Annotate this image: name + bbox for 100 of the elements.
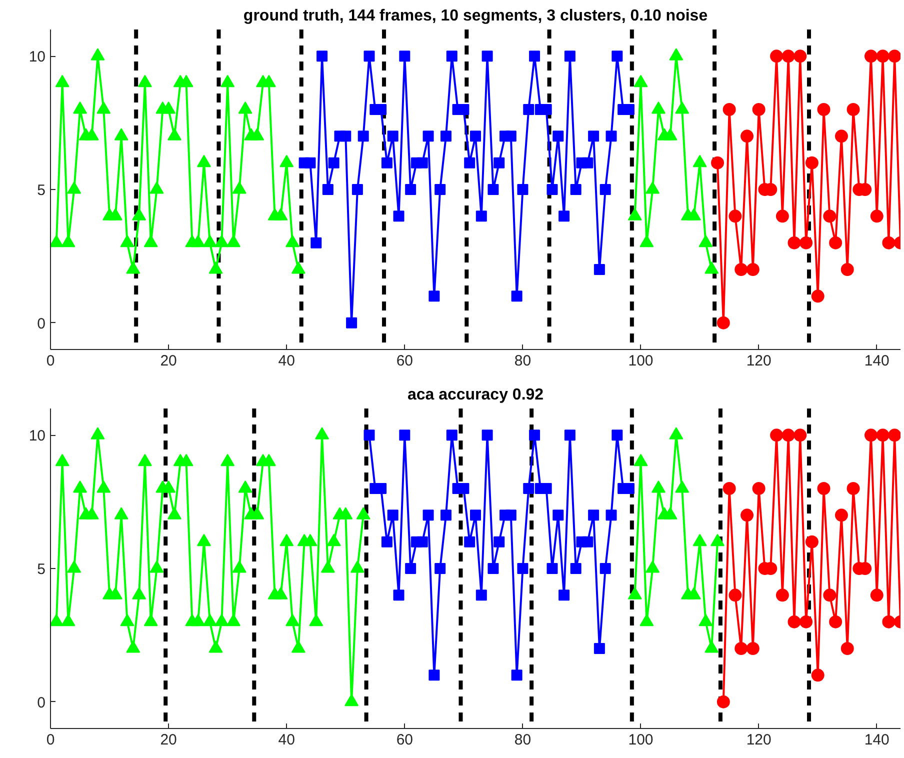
point: [310, 237, 322, 248]
point: [558, 590, 570, 601]
point: [722, 103, 736, 116]
point: [698, 614, 713, 626]
point: [800, 615, 813, 628]
point: [304, 157, 316, 168]
point: [405, 184, 416, 195]
point: [794, 428, 807, 442]
point: [416, 536, 428, 548]
point: [606, 510, 617, 521]
point: [350, 560, 364, 573]
point: [640, 614, 654, 626]
point: [740, 508, 754, 522]
point: [328, 157, 340, 168]
x-tick-label: 120: [746, 352, 772, 370]
point: [250, 507, 264, 520]
point: [344, 694, 359, 706]
point: [823, 588, 836, 602]
y-tick-label: 10: [28, 48, 46, 66]
point: [464, 157, 476, 168]
point: [422, 130, 434, 142]
point: [582, 157, 594, 168]
point: [322, 184, 334, 195]
point: [846, 482, 860, 495]
point: [470, 510, 481, 521]
point: [434, 563, 446, 574]
point: [67, 560, 82, 573]
x-tick-label: 120: [746, 732, 772, 748]
point: [546, 184, 558, 195]
point: [800, 236, 813, 250]
point: [108, 587, 122, 600]
point: [646, 560, 660, 573]
point: [811, 290, 824, 303]
point: [523, 104, 534, 115]
point: [511, 290, 522, 302]
x-tick-label: 80: [514, 352, 532, 370]
point: [440, 130, 452, 142]
point: [303, 534, 318, 546]
point: [870, 588, 884, 602]
y-tick-label: 5: [37, 182, 46, 199]
point: [770, 428, 784, 442]
point: [564, 430, 576, 441]
point: [399, 50, 410, 62]
point: [776, 210, 789, 223]
point: [381, 536, 392, 548]
point: [120, 614, 134, 626]
point: [476, 590, 487, 601]
point: [476, 210, 487, 222]
point: [387, 510, 398, 521]
x-tick-label: 20: [160, 352, 177, 370]
point: [494, 157, 505, 168]
point: [523, 483, 534, 494]
point: [794, 50, 807, 63]
point: [529, 430, 540, 441]
x-tick-label: 140: [864, 732, 890, 748]
point: [600, 184, 611, 195]
point: [191, 614, 206, 626]
point: [286, 614, 300, 626]
point: [84, 507, 99, 520]
point: [840, 263, 854, 276]
point: [552, 130, 564, 142]
point: [50, 614, 64, 626]
point: [864, 428, 878, 442]
point: [346, 317, 358, 328]
chart-title: ground truth, 144 frames, 10 segments, 3 clusters, 0.10 noise: [243, 8, 708, 24]
point: [316, 50, 328, 62]
point: [782, 50, 795, 63]
point: [600, 563, 611, 574]
point: [464, 536, 476, 548]
point: [570, 184, 582, 195]
point: [387, 130, 398, 142]
point: [214, 614, 229, 626]
point: [482, 430, 493, 441]
x-tick-label: 40: [278, 352, 295, 370]
point: [393, 590, 404, 601]
point: [663, 507, 678, 520]
point: [734, 642, 748, 655]
point: [338, 507, 353, 520]
point: [722, 482, 736, 495]
point: [434, 184, 446, 195]
point: [840, 642, 854, 655]
point: [470, 130, 481, 142]
point: [805, 156, 818, 170]
point: [428, 290, 440, 302]
point: [746, 263, 760, 276]
point: [686, 587, 701, 600]
point: [446, 430, 458, 441]
point: [150, 560, 164, 573]
point: [364, 430, 375, 441]
point: [829, 236, 842, 250]
point: [728, 210, 742, 223]
point: [776, 588, 789, 602]
x-tick-label: 100: [628, 732, 654, 748]
point: [126, 640, 140, 653]
x-tick-label: 100: [628, 352, 654, 370]
point: [381, 157, 392, 168]
point: [364, 50, 375, 62]
point: [846, 103, 860, 116]
point: [829, 615, 842, 628]
point: [588, 510, 600, 521]
